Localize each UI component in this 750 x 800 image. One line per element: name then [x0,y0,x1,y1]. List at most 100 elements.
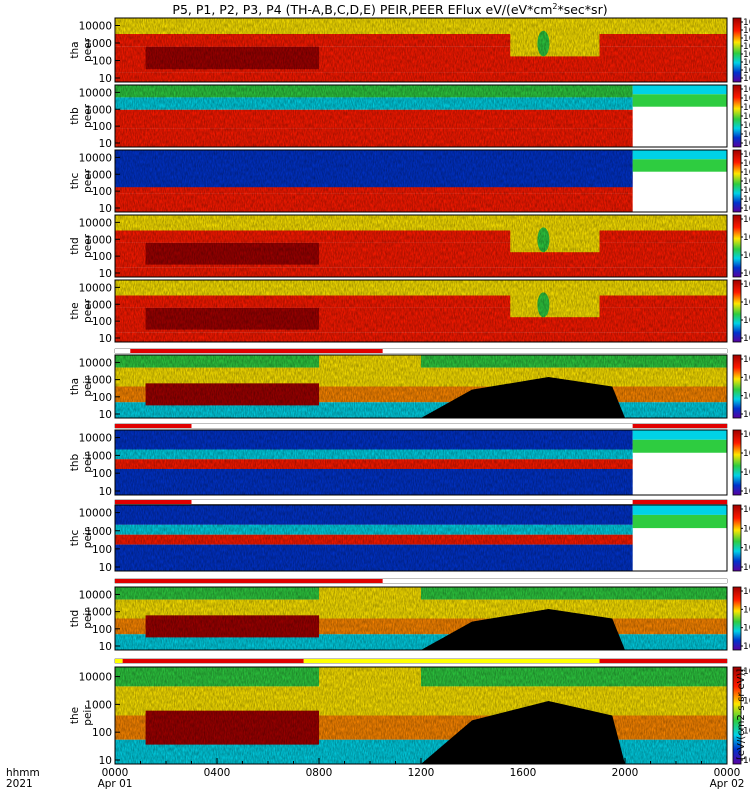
colorbar-tick-label: 108 [743,147,750,160]
y-tick-label: 1000 [85,234,112,246]
y-tick-label: 1000 [85,607,112,619]
y-tick-label: 10 [99,333,112,345]
panel-instrument-label: peir [82,527,94,548]
y-tick-label: 10000 [79,21,112,33]
colorbar-tick-label: 104 [743,183,750,196]
x-tick-label: 1600 [510,767,537,779]
colorbar-tick-label: 102 [743,136,750,149]
spectrogram-panel-tha-peer: 10000100010010thapeer1081071061051041031… [69,17,750,85]
panel-probe-label: thc [69,530,81,547]
colorbar [732,84,742,148]
colorbar-tick-label: 106 [743,694,750,707]
colorbar [732,17,742,83]
colorbar-tick-label: 106 [743,602,750,615]
colorbar-tick-label: 104 [743,313,750,326]
colorbar-tick-label: 105 [743,39,750,52]
mode-indicator-bar [114,578,728,584]
y-tick-label: 100 [92,544,112,556]
y-tick-label: 1000 [85,699,112,711]
colorbar-tick-label: 108 [743,277,750,290]
mode-indicator-bar [114,423,728,429]
y-tick-label: 100 [92,121,112,133]
y-tick-label: 10000 [79,217,112,229]
colorbar-tick-label: 104 [743,248,750,261]
y-tick-label: 1000 [85,169,112,181]
x-axis-label: hhmm [6,767,40,779]
y-tick-label: 100 [92,56,112,68]
mode-segment-white [382,349,727,353]
colorbar-tick-label: 106 [743,100,750,113]
colorbar-tick-label: 108 [743,664,750,677]
colorbar [732,586,742,651]
panel-instrument-label: peer [82,103,94,128]
mode-segment-red [599,659,727,663]
x-date-label: Apr 01 [98,778,133,790]
y-tick-label: 10 [99,641,112,653]
x-tick-label: 0400 [204,767,231,779]
colorbar-tick-label: 108 [743,502,750,515]
colorbar-tick-label: 108 [743,427,750,440]
x-tick-label: 0800 [306,767,333,779]
y-tick-label: 10 [99,409,112,421]
y-tick-label: 1000 [85,38,112,50]
colorbar-tick-label: 106 [743,31,750,44]
y-tick-label: 10000 [79,433,112,445]
mode-segment-white [115,349,131,353]
colorbar-tick-label: 108 [743,82,750,95]
panel-instrument-label: peer [82,168,94,193]
y-tick-label: 1000 [85,450,112,462]
colorbar [732,279,742,343]
panel-probe-label: thd [69,610,81,627]
panel-probe-label: the [69,302,81,319]
colorbar-tick-label: 102 [743,407,750,420]
panel-probe-label: thd [69,237,81,254]
figure-title: P5, P1, P2, P3, P4 (TH-A,B,C,D,E) PEIR,P… [172,2,607,17]
y-tick-label: 100 [92,186,112,198]
mode-segment-red [115,500,192,504]
y-tick-label: 10000 [79,589,112,601]
x-tick-label: 1200 [408,767,435,779]
colorbar-tick-label: 108 [743,212,750,225]
mode-segment-white [191,424,633,428]
mode-indicator-bar [114,499,728,505]
y-tick-label: 10000 [79,357,112,369]
colorbar-tick-label: 102 [743,560,750,573]
mode-segment-red [632,500,727,504]
mode-indicator-bar [114,348,728,354]
colorbar-tick-label: 107 [743,91,750,104]
panel-instrument-label: peir [82,608,94,629]
colorbar-tick-label: 102 [743,201,750,214]
y-tick-label: 1000 [85,299,112,311]
mode-indicator-bar [114,658,728,664]
colorbar-tick-label: 103 [743,127,750,140]
colorbar-tick-label: 107 [743,23,750,36]
colorbar-tick-label: 106 [743,165,750,178]
mode-segment-white [191,500,633,504]
x-tick-label: 0000 [714,767,741,779]
y-tick-label: 1000 [85,526,112,538]
colorbar-tick-label: 104 [743,389,750,402]
colorbar-tick-label: 104 [743,47,750,60]
panel-instrument-label: peir [82,376,94,397]
colorbar-tick-label: 104 [743,118,750,131]
colorbar-tick-label: 105 [743,109,750,122]
mode-segment-yellow [115,659,123,663]
panel-instrument-label: peir [82,452,94,473]
panel-probe-label: thb [69,107,81,125]
colorbar-tick-label: 104 [743,541,750,554]
colorbar-unit-label: [eV/(cm2-s-sr-eV)] [736,669,747,760]
colorbar-tick-label: 104 [743,621,750,634]
y-tick-label: 100 [92,624,112,636]
colorbar-tick-label: 106 [743,446,750,459]
y-tick-label: 10000 [79,87,112,99]
mode-segment-yellow [303,659,600,663]
y-tick-label: 10000 [79,508,112,520]
mode-segment-red [115,424,192,428]
colorbar-tick-label: 102 [743,639,750,652]
colorbar-tick-label: 102 [743,753,750,766]
